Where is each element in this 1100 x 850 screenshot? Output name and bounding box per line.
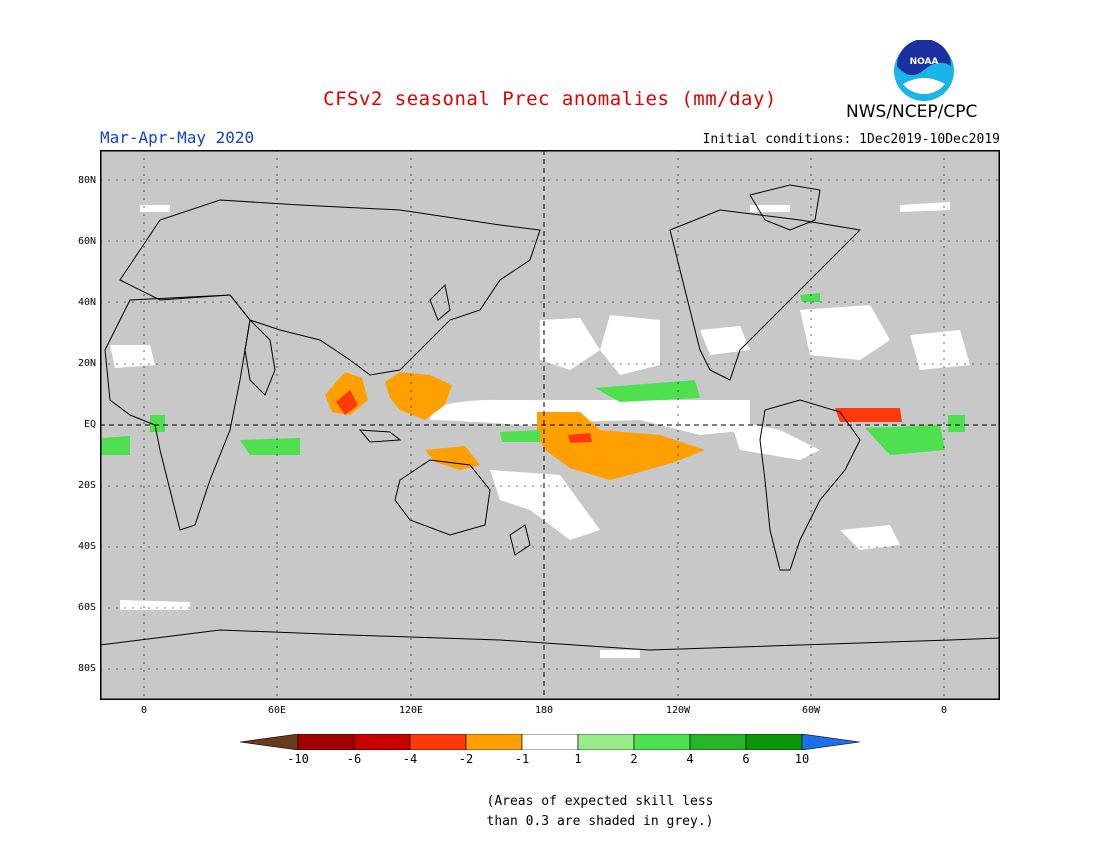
lon-label: 60E (267, 705, 287, 716)
colorbar-swatch (240, 734, 299, 750)
skill-note-line1: (Areas of expected skill less (486, 794, 714, 809)
colorbar-label: 10 (794, 752, 810, 766)
skill-note: (Areas of expected skill less than 0.3 a… (470, 792, 730, 832)
lat-label: 60N (77, 236, 96, 247)
white-anomaly-patches (110, 202, 970, 658)
lon-label: 120E (398, 705, 424, 716)
coastlines (100, 184, 1000, 651)
colorbar-swatch (745, 734, 803, 750)
noaa-logo: NOAA (894, 40, 954, 101)
lat-label: 40N (77, 297, 96, 308)
wet-anomalies (100, 293, 965, 455)
colorbar-label: -4 (402, 752, 418, 766)
colorbar-swatch (689, 734, 747, 750)
lat-label: 80S (77, 663, 96, 674)
lon-label: 60W (801, 705, 821, 716)
lon-label: 0 (940, 705, 948, 716)
colorbar-label: 1 (574, 752, 582, 766)
lon-label: 120W (665, 705, 691, 716)
strong-dry-anomalies (336, 390, 902, 443)
agency-label: NWS/NCEP/CPC (846, 102, 978, 122)
colorbar-label: -1 (514, 752, 530, 766)
lat-label: 20N (77, 358, 96, 369)
colorbar-swatch (633, 734, 691, 750)
lat-label: 40S (77, 541, 96, 552)
logo-text: NOAA (910, 57, 939, 67)
graticule (100, 150, 1000, 700)
equator-dateline (100, 150, 1000, 700)
skill-note-line2: than 0.3 are shaded in grey.) (486, 814, 714, 829)
colorbar-swatch (521, 734, 579, 750)
colorbar-swatch (465, 734, 523, 750)
colorbar-swatch (577, 734, 635, 750)
colorbar-swatch (801, 734, 860, 750)
colorbar-swatch (297, 734, 355, 750)
lon-label: 180 (534, 705, 554, 716)
colorbar-label: 6 (742, 752, 750, 766)
season-label: Mar-Apr-May 2020 (100, 128, 255, 147)
colorbar-label: 2 (630, 752, 638, 766)
chart-title: CFSv2 seasonal Prec anomalies (mm/day) (323, 88, 777, 110)
colorbar-label: -10 (287, 752, 309, 766)
lat-label: EQ (83, 419, 96, 430)
colorbar-label: -2 (458, 752, 474, 766)
colorbar-swatch (353, 734, 411, 750)
lat-label: 80N (77, 175, 96, 186)
colorbar-label: 4 (686, 752, 694, 766)
precip-anomaly-map (100, 150, 1000, 700)
dry-anomalies (325, 372, 705, 480)
colorbar-swatch (409, 734, 467, 750)
lat-label: 60S (77, 602, 96, 613)
lon-label: 0 (140, 705, 148, 716)
colorbar-label: -6 (346, 752, 362, 766)
map-frame (100, 150, 1000, 700)
initial-conditions-label: Initial conditions: 1Dec2019-10Dec2019 (702, 132, 1000, 147)
colorbar (240, 734, 860, 750)
lat-label: 20S (77, 480, 96, 491)
